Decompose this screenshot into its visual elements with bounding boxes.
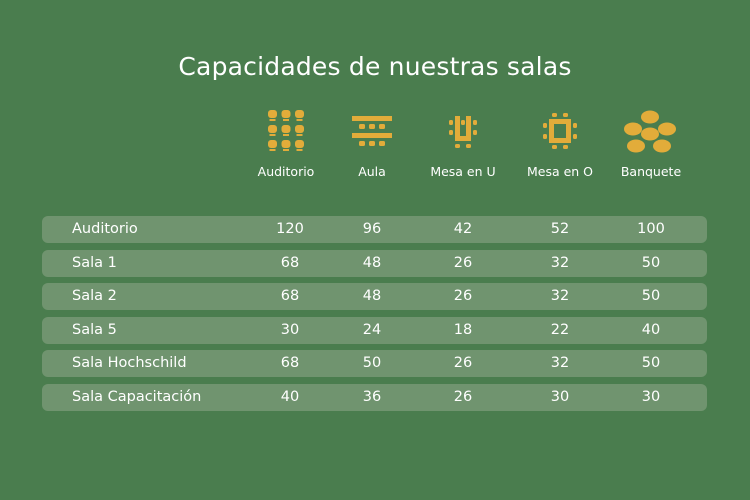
capacity-value: 48 (362, 254, 382, 271)
capacity-value: 96 (362, 221, 382, 237)
capacity-value: 52 (550, 221, 570, 237)
column-mesa-en-o: Mesa en O (514, 108, 606, 179)
capacity-value: 68 (280, 288, 300, 305)
capacity-value: 42 (453, 221, 473, 237)
room-name: Sala 1 (72, 254, 117, 271)
room-name: Sala Capacitación (72, 388, 202, 405)
capacity-value: 32 (550, 288, 570, 305)
column-mesa-en-u: Mesa en U (417, 108, 509, 179)
capacity-value: 26 (453, 355, 473, 372)
capacity-value: 40 (641, 321, 661, 338)
capacity-value: 40 (280, 388, 300, 405)
capacity-value: 50 (641, 288, 661, 305)
capacity-value: 32 (550, 355, 570, 372)
capacity-value: 30 (550, 388, 570, 405)
column-label: Banquete (620, 164, 682, 179)
capacity-value: 22 (550, 321, 570, 338)
room-name: Sala 2 (72, 288, 117, 305)
table-row: Sala 5 30 24 18 22 40 (42, 316, 707, 344)
capacity-value: 30 (280, 321, 300, 338)
capacity-value: 26 (453, 254, 473, 271)
column-label: Auditorio (257, 164, 315, 179)
capacity-value: 50 (362, 355, 382, 372)
column-banquete: Banquete (605, 108, 697, 179)
u-table-icon (449, 116, 477, 148)
room-name: Auditorio (72, 221, 138, 237)
capacity-value: 120 (276, 221, 304, 237)
capacity-value: 32 (550, 254, 570, 271)
column-label: Aula (358, 164, 386, 179)
table-row: Auditorio 120 96 42 52 100 (42, 216, 707, 243)
classroom-seating-icon (352, 116, 392, 146)
column-label: Mesa en U (430, 164, 496, 179)
capacity-value: 100 (637, 221, 665, 237)
capacity-value: 50 (641, 254, 661, 271)
o-table-icon (543, 113, 577, 149)
table-row: Sala Capacitación 40 36 26 30 30 (42, 383, 707, 411)
page-title: Capacidades de nuestras salas (178, 52, 572, 81)
capacity-value: 50 (641, 355, 661, 372)
capacity-value: 68 (280, 254, 300, 271)
layout-header: Auditorio Aula Mesa en U (250, 108, 710, 198)
capacity-value: 26 (453, 288, 473, 305)
column-auditorio: Auditorio (240, 108, 332, 179)
room-name: Sala Hochschild (72, 355, 187, 372)
capacity-value: 18 (453, 321, 473, 338)
capacity-value: 68 (280, 355, 300, 372)
capacity-table: Auditorio 120 96 42 52 100 Sala 1 68 48 … (42, 216, 707, 418)
table-row: Sala Hochschild 68 50 26 32 50 (42, 350, 707, 378)
room-name: Sala 5 (72, 321, 117, 338)
capacity-value: 24 (362, 321, 382, 338)
table-row: Sala 1 68 48 26 32 50 (42, 249, 707, 277)
capacity-value: 48 (362, 288, 382, 305)
banquet-tables-icon (624, 110, 676, 153)
auditorium-seating-icon (268, 110, 304, 151)
capacity-value: 36 (362, 388, 382, 405)
capacity-value: 26 (453, 388, 473, 405)
table-row: Sala 2 68 48 26 32 50 (42, 283, 707, 311)
column-aula: Aula (326, 108, 418, 179)
column-label: Mesa en O (526, 164, 594, 179)
capacity-value: 30 (641, 388, 661, 405)
